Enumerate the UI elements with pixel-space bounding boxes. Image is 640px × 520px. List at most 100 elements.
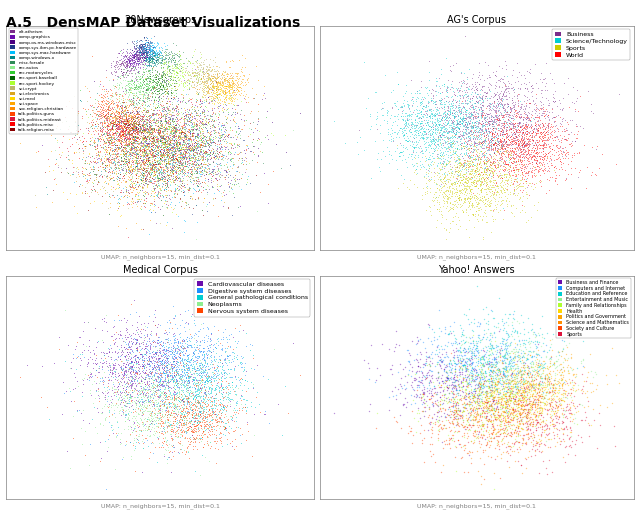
Point <box>125 110 135 119</box>
Point <box>419 411 429 420</box>
Point <box>486 381 496 389</box>
Point <box>568 399 578 408</box>
Point <box>176 151 186 159</box>
Point <box>143 312 154 320</box>
Point <box>95 93 106 101</box>
Point <box>205 111 216 120</box>
Point <box>134 48 145 56</box>
Point <box>502 430 512 438</box>
Point <box>507 369 517 378</box>
Point <box>154 402 164 410</box>
Point <box>183 90 193 98</box>
Point <box>417 373 428 381</box>
Point <box>151 374 161 383</box>
Point <box>211 416 221 424</box>
Point <box>503 314 513 322</box>
Point <box>446 434 456 442</box>
Point <box>454 120 465 128</box>
Point <box>423 368 433 376</box>
Point <box>493 389 504 398</box>
Point <box>526 358 536 366</box>
Point <box>543 166 554 175</box>
Point <box>131 110 141 119</box>
Point <box>491 360 501 368</box>
Point <box>461 205 471 214</box>
Point <box>166 168 177 176</box>
Point <box>181 172 191 180</box>
Point <box>280 382 290 391</box>
Point <box>536 392 546 400</box>
Point <box>218 390 228 398</box>
Point <box>129 352 140 360</box>
Point <box>147 165 157 174</box>
Point <box>490 167 500 175</box>
Point <box>417 117 428 125</box>
Point <box>547 396 557 404</box>
Point <box>77 188 88 197</box>
Point <box>228 133 238 141</box>
Point <box>51 174 61 182</box>
Point <box>200 365 210 373</box>
Point <box>97 119 108 127</box>
Point <box>203 377 213 385</box>
Point <box>491 380 501 388</box>
Point <box>493 405 503 413</box>
Point <box>547 123 557 131</box>
Point <box>551 352 561 360</box>
Point <box>538 383 548 391</box>
Point <box>473 138 483 146</box>
Point <box>522 111 532 119</box>
Point <box>221 72 232 80</box>
Point <box>202 190 212 199</box>
Point <box>473 410 483 419</box>
Point <box>213 410 223 418</box>
Point <box>188 348 198 356</box>
Point <box>214 417 224 425</box>
Point <box>540 433 550 441</box>
Point <box>157 418 168 426</box>
Point <box>151 62 161 70</box>
Point <box>447 190 458 199</box>
Point <box>513 423 524 432</box>
Point <box>430 120 440 128</box>
Point <box>140 177 150 186</box>
Point <box>166 121 176 129</box>
Point <box>159 104 170 112</box>
Point <box>542 167 552 175</box>
Point <box>452 412 462 420</box>
Point <box>397 109 407 117</box>
Point <box>227 78 237 86</box>
Point <box>199 148 209 156</box>
Point <box>125 363 135 372</box>
Point <box>458 128 468 136</box>
Point <box>495 132 505 140</box>
Point <box>149 171 159 179</box>
Point <box>173 425 183 433</box>
Point <box>135 333 145 341</box>
Point <box>218 81 228 89</box>
Point <box>528 386 538 394</box>
Point <box>162 168 172 176</box>
Point <box>159 151 169 160</box>
Point <box>132 129 142 138</box>
Point <box>105 114 115 123</box>
Point <box>191 144 202 152</box>
Point <box>499 170 509 178</box>
Point <box>434 360 444 368</box>
Point <box>198 153 208 162</box>
Point <box>177 348 188 356</box>
Point <box>482 416 492 424</box>
Point <box>189 147 200 155</box>
Point <box>179 377 189 385</box>
Point <box>156 189 166 197</box>
Point <box>560 458 570 466</box>
Point <box>120 134 130 142</box>
Point <box>189 141 199 150</box>
Point <box>432 343 442 352</box>
Point <box>179 381 189 389</box>
Point <box>207 72 217 80</box>
Point <box>159 77 169 85</box>
Point <box>488 124 498 133</box>
Point <box>103 94 113 102</box>
Point <box>122 382 132 391</box>
